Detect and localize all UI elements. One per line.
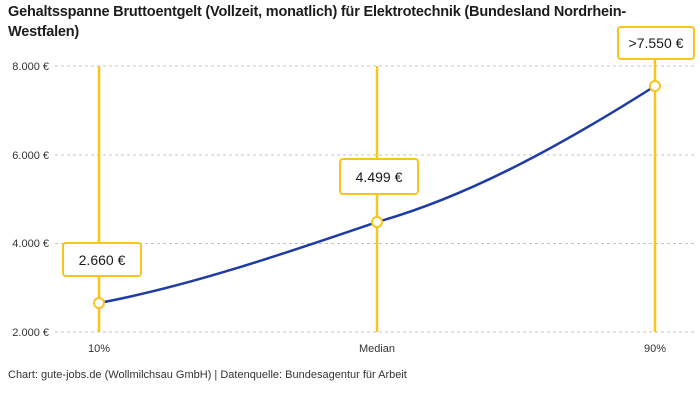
plot-area: 8.000 € 6.000 € 4.000 € 2.000 € 10% Medi… <box>12 60 694 355</box>
y-tick-label-4000: 4.000 € <box>12 238 49 250</box>
gridlines <box>55 65 694 333</box>
value-label-10: 2.660 € <box>62 242 142 277</box>
x-axis-labels: 10% Median 90% <box>88 343 666 355</box>
chart-footer: Chart: gute-jobs.de (Wollmilchsau GmbH) … <box>8 369 407 381</box>
data-point-90 <box>649 80 661 92</box>
y-axis-labels: 8.000 € 6.000 € 4.000 € 2.000 € <box>12 61 49 339</box>
y-tick-label-8000: 8.000 € <box>12 61 49 73</box>
data-point-median <box>371 216 383 228</box>
y-tick-label-2000: 2.000 € <box>12 327 49 339</box>
data-point-10 <box>93 297 105 309</box>
x-tick-label-90: 90% <box>644 343 666 355</box>
percentile-lines <box>97 60 657 332</box>
value-label-median: 4.499 € <box>339 158 419 195</box>
x-tick-label-median: Median <box>359 343 395 355</box>
y-tick-label-6000: 6.000 € <box>12 150 49 162</box>
page-title: Gehaltsspanne Bruttoentgelt (Vollzeit, m… <box>8 4 626 40</box>
x-tick-label-10: 10% <box>88 343 110 355</box>
data-points <box>93 80 661 309</box>
value-label-90: >7.550 € <box>617 26 695 60</box>
